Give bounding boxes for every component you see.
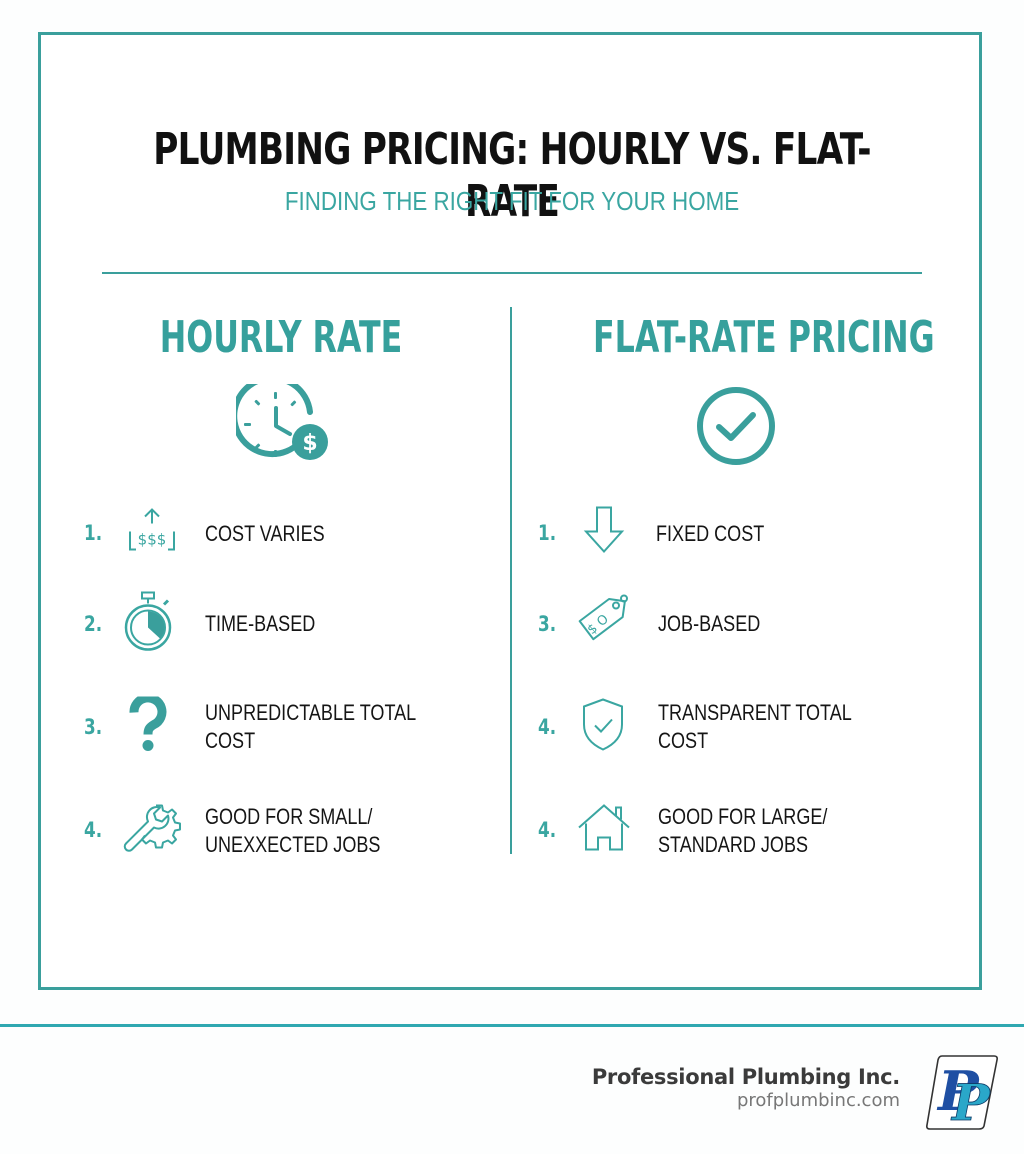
- hourly-item-1: 1. $$$ COST VARIES: [84, 503, 424, 563]
- item-number: 4.: [538, 715, 557, 739]
- page-title: PLUMBING PRICING: HOURLY VS. FLAT-RATE: [153, 124, 871, 227]
- svg-text:P: P: [950, 1073, 991, 1132]
- item-number: 1.: [84, 521, 103, 545]
- item-label-line2: COST: [205, 728, 256, 753]
- house-icon: [576, 802, 632, 859]
- item-number: 3.: [84, 715, 103, 739]
- hourly-item-3: 3. UNPREDICTABLE TOTAL COST: [84, 693, 424, 758]
- company-name: Professional Plumbing Inc.: [591, 1065, 900, 1089]
- item-label-line2: UNEXXECTED JOBS: [205, 832, 381, 857]
- item-label-line2: COST: [658, 728, 709, 753]
- svg-text:P: P: [936, 1059, 980, 1123]
- item-label: GOOD FOR LARGE/: [658, 804, 828, 829]
- cost-up-icon: $$$: [124, 506, 180, 561]
- footer-divider: [0, 1024, 1024, 1027]
- stopwatch-icon: [124, 591, 176, 658]
- page-subtitle: FINDING THE RIGHT FIT FOR YOUR HOME: [284, 186, 740, 216]
- flat-rate-heading: FLAT-RATE PRICING: [593, 312, 935, 363]
- hourly-rate-heading: HOURLY RATE: [159, 312, 403, 363]
- item-number: 3.: [538, 612, 557, 636]
- arrow-down-icon: [582, 506, 626, 561]
- question-mark-icon: [128, 693, 168, 758]
- flat-item-3: 4. TRANSPARENT TOTAL COST: [538, 697, 878, 757]
- item-label: UNPREDICTABLE TOTAL: [205, 700, 417, 725]
- price-tag-icon: $ O: [576, 593, 634, 656]
- flat-item-1: 1. FIXED COST: [538, 503, 878, 563]
- item-label: GOOD FOR SMALL/: [205, 804, 373, 829]
- wrench-gear-icon: [122, 800, 182, 861]
- company-logo: P P: [924, 1052, 1000, 1137]
- item-label: FIXED COST: [656, 521, 765, 546]
- item-number: 1.: [538, 521, 557, 545]
- flat-item-4: 4. GOOD FOR LARGE/ STANDARD JOBS: [538, 800, 878, 860]
- item-number: 2.: [84, 612, 103, 636]
- clock-dollar-icon: $: [231, 375, 332, 473]
- hourly-item-2: 2. TIME-BASED: [84, 591, 424, 654]
- item-label: TIME-BASED: [205, 611, 316, 636]
- check-circle-icon: [695, 385, 777, 472]
- item-number: 4.: [538, 818, 557, 842]
- item-number: 4.: [84, 818, 103, 842]
- svg-text:$$$: $$$: [138, 531, 167, 549]
- item-label: COST VARIES: [205, 521, 325, 546]
- column-divider: [510, 307, 512, 854]
- svg-text:$: $: [302, 431, 317, 456]
- item-label: JOB-BASED: [658, 611, 761, 636]
- shield-check-icon: [580, 697, 626, 758]
- company-website-link[interactable]: profplumbinc.com: [736, 1090, 900, 1111]
- item-label: TRANSPARENT TOTAL: [658, 700, 852, 725]
- item-label-line2: STANDARD JOBS: [658, 832, 809, 857]
- header-divider: [102, 272, 922, 274]
- hourly-item-4: 4. GOOD FOR SMALL/ UNEXXECTED JOBS: [84, 800, 424, 860]
- flat-item-2: 3. $ O JOB-BASED: [538, 594, 878, 654]
- company-branding: Professional Plumbing Inc. profplumbinc.…: [592, 1064, 900, 1112]
